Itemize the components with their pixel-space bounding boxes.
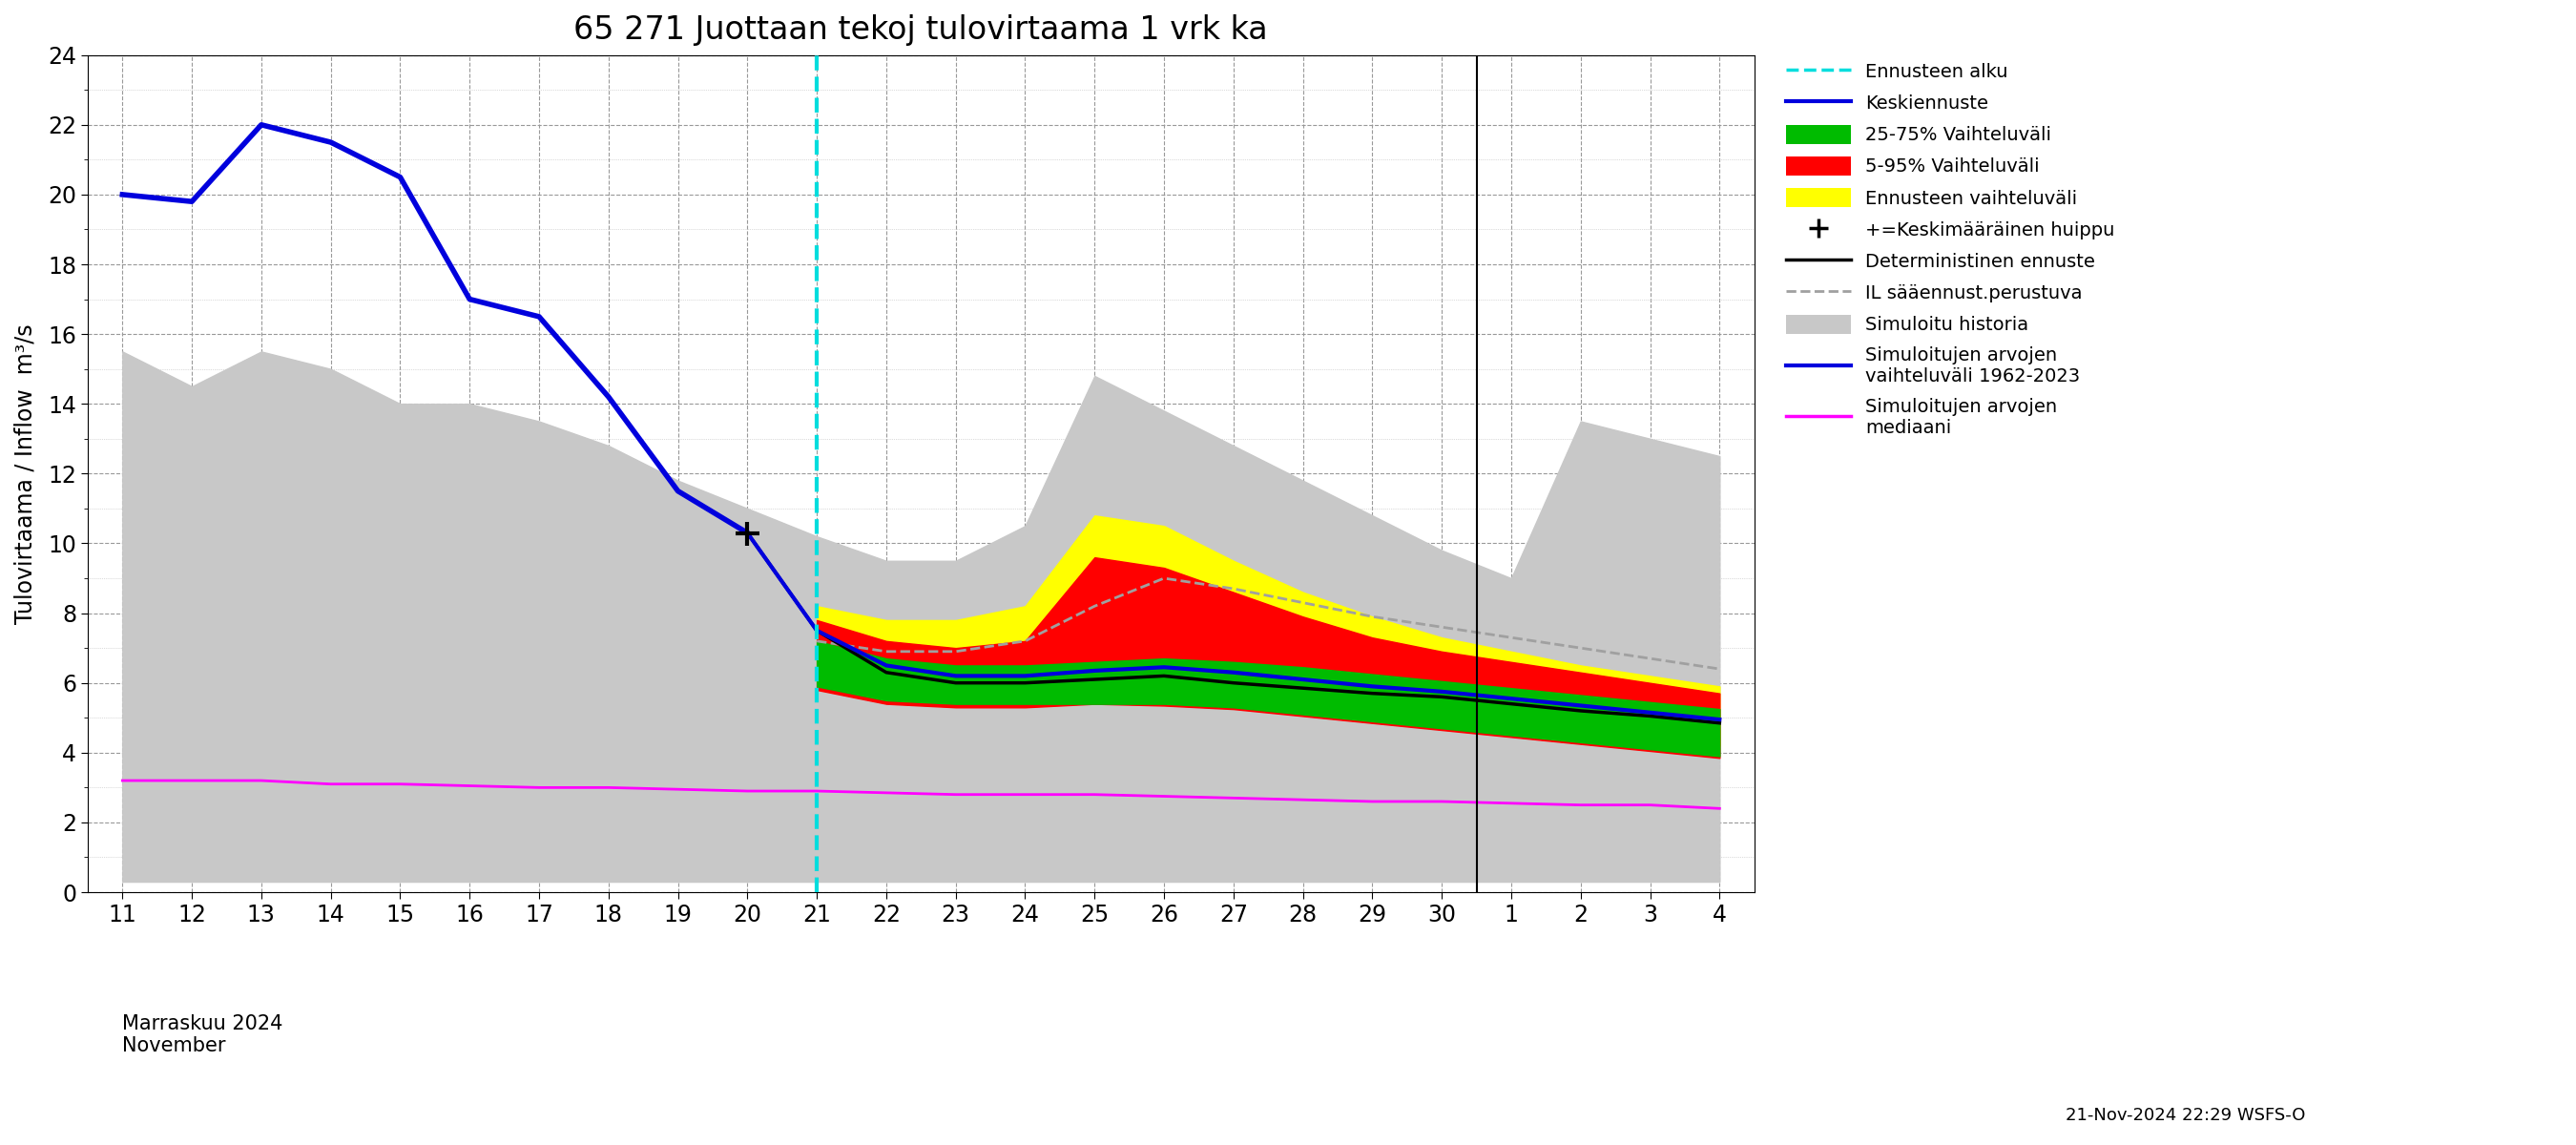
Y-axis label: Tulovirtaama / Inflow  m³/s: Tulovirtaama / Inflow m³/s: [15, 324, 36, 624]
Text: Marraskuu 2024
November: Marraskuu 2024 November: [124, 1014, 283, 1056]
Text: 21-Nov-2024 22:29 WSFS-O: 21-Nov-2024 22:29 WSFS-O: [2066, 1107, 2306, 1124]
Title: 65 271 Juottaan tekoj tulovirtaama 1 vrk ka: 65 271 Juottaan tekoj tulovirtaama 1 vrk…: [574, 14, 1267, 46]
Legend: Ennusteen alku, Keskiennuste, 25-75% Vaihteluväli, 5-95% Vaihteluväli, Ennusteen: Ennusteen alku, Keskiennuste, 25-75% Vai…: [1780, 56, 2120, 442]
